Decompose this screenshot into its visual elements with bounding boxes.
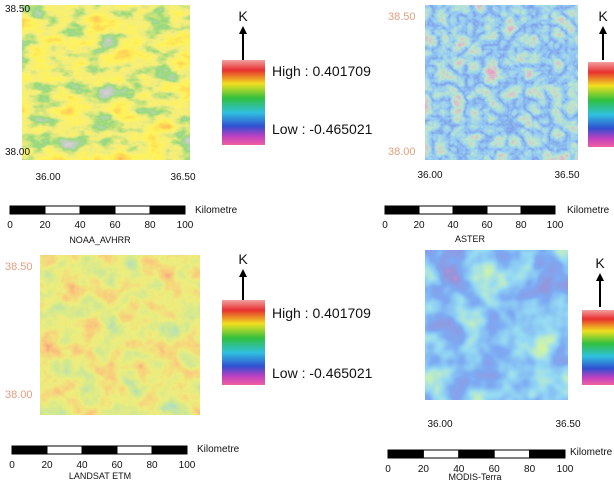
legend-title: K bbox=[595, 255, 605, 271]
scale-label: 100 bbox=[557, 464, 574, 475]
figure: 38.50 38.00 36.00 36.50 K High : 0.401709 Low … bbox=[0, 0, 614, 488]
scale-segment bbox=[117, 446, 152, 454]
scale-segment bbox=[115, 206, 150, 214]
scale-label: 60 bbox=[111, 460, 123, 471]
scale-segment bbox=[530, 450, 565, 458]
map-image bbox=[22, 5, 190, 160]
scale-label: 100 bbox=[177, 220, 194, 231]
legend-title: K bbox=[238, 8, 248, 24]
scale-label: 0 bbox=[9, 460, 15, 471]
scale-label: 40 bbox=[447, 220, 459, 231]
scale-unit: Kilometre bbox=[195, 205, 238, 216]
scale-label: 0 bbox=[7, 220, 13, 231]
map-image bbox=[425, 5, 578, 160]
scale-label: 80 bbox=[524, 464, 536, 475]
scale-label: 80 bbox=[515, 220, 527, 231]
scale-segment bbox=[47, 446, 82, 454]
scale-segment bbox=[12, 446, 47, 454]
scale-label: 0 bbox=[385, 464, 391, 475]
latitude-label: 38.00 bbox=[5, 147, 30, 158]
legend-low: Low : -0.465021 bbox=[272, 121, 373, 137]
scale-segment bbox=[388, 450, 423, 458]
scale-label: 80 bbox=[146, 460, 158, 471]
scale-unit: Kilometre bbox=[567, 205, 610, 216]
arrow-head bbox=[239, 269, 247, 277]
legend-high: High : 0.401709 bbox=[272, 305, 371, 321]
arrow-head bbox=[596, 273, 604, 281]
scale-segment bbox=[150, 206, 185, 214]
map-image bbox=[40, 255, 200, 415]
scale-label: 20 bbox=[39, 220, 51, 231]
scale-segment bbox=[10, 206, 45, 214]
latitude-label: 38.50 bbox=[5, 4, 30, 15]
legend-low: Low : -0.465021 bbox=[272, 365, 373, 381]
scale-unit: Kilometre bbox=[570, 447, 613, 458]
longitude-label: 36.00 bbox=[427, 419, 452, 430]
color-ramp bbox=[582, 310, 614, 385]
latitude-label: 38.50 bbox=[5, 261, 33, 273]
panel-caption: LANDSAT ETM bbox=[69, 471, 131, 481]
scale-segment bbox=[419, 206, 453, 214]
color-ramp bbox=[222, 60, 265, 145]
longitude-label: 36.00 bbox=[35, 172, 60, 183]
panel-caption: NOAA_AVHRR bbox=[69, 235, 131, 245]
color-ramp bbox=[588, 62, 614, 147]
scale-label: 40 bbox=[74, 220, 86, 231]
scale-segment bbox=[521, 206, 555, 214]
scale-segment bbox=[453, 206, 487, 214]
scale-segment bbox=[385, 206, 419, 214]
scale-segment bbox=[459, 450, 494, 458]
latitude-label: 38.00 bbox=[5, 389, 33, 401]
latitude-label: 38.00 bbox=[388, 146, 416, 158]
color-ramp bbox=[222, 300, 265, 385]
scale-label: 20 bbox=[418, 464, 430, 475]
scale-segment bbox=[152, 446, 187, 454]
longitude-label: 36.50 bbox=[554, 170, 579, 181]
legend-title: K bbox=[598, 8, 608, 24]
scale-segment bbox=[82, 446, 117, 454]
latitude-label: 38.50 bbox=[388, 11, 416, 23]
scale-segment bbox=[494, 450, 529, 458]
arrow-head bbox=[239, 26, 247, 34]
longitude-label: 36.50 bbox=[555, 419, 580, 430]
legend-title: K bbox=[238, 251, 248, 267]
longitude-label: 36.00 bbox=[417, 170, 442, 181]
panel-caption: MODIS-Terra bbox=[448, 472, 501, 482]
scale-segment bbox=[423, 450, 458, 458]
scale-label: 40 bbox=[76, 460, 88, 471]
map-image bbox=[425, 250, 568, 400]
scale-label: 60 bbox=[109, 220, 121, 231]
scale-label: 100 bbox=[547, 220, 564, 231]
scale-label: 20 bbox=[41, 460, 53, 471]
scale-unit: Kilometre bbox=[197, 444, 240, 455]
panel-caption: ASTER bbox=[455, 234, 486, 244]
scale-label: 20 bbox=[413, 220, 425, 231]
scale-label: 60 bbox=[481, 220, 493, 231]
scale-label: 100 bbox=[179, 460, 196, 471]
scale-segment bbox=[45, 206, 80, 214]
scale-segment bbox=[80, 206, 115, 214]
arrow-head bbox=[599, 26, 607, 34]
scale-segment bbox=[487, 206, 521, 214]
scale-label: 80 bbox=[144, 220, 156, 231]
legend-high: High : 0.401709 bbox=[272, 63, 371, 79]
scale-label: 0 bbox=[382, 220, 388, 231]
longitude-label: 36.50 bbox=[170, 172, 195, 183]
